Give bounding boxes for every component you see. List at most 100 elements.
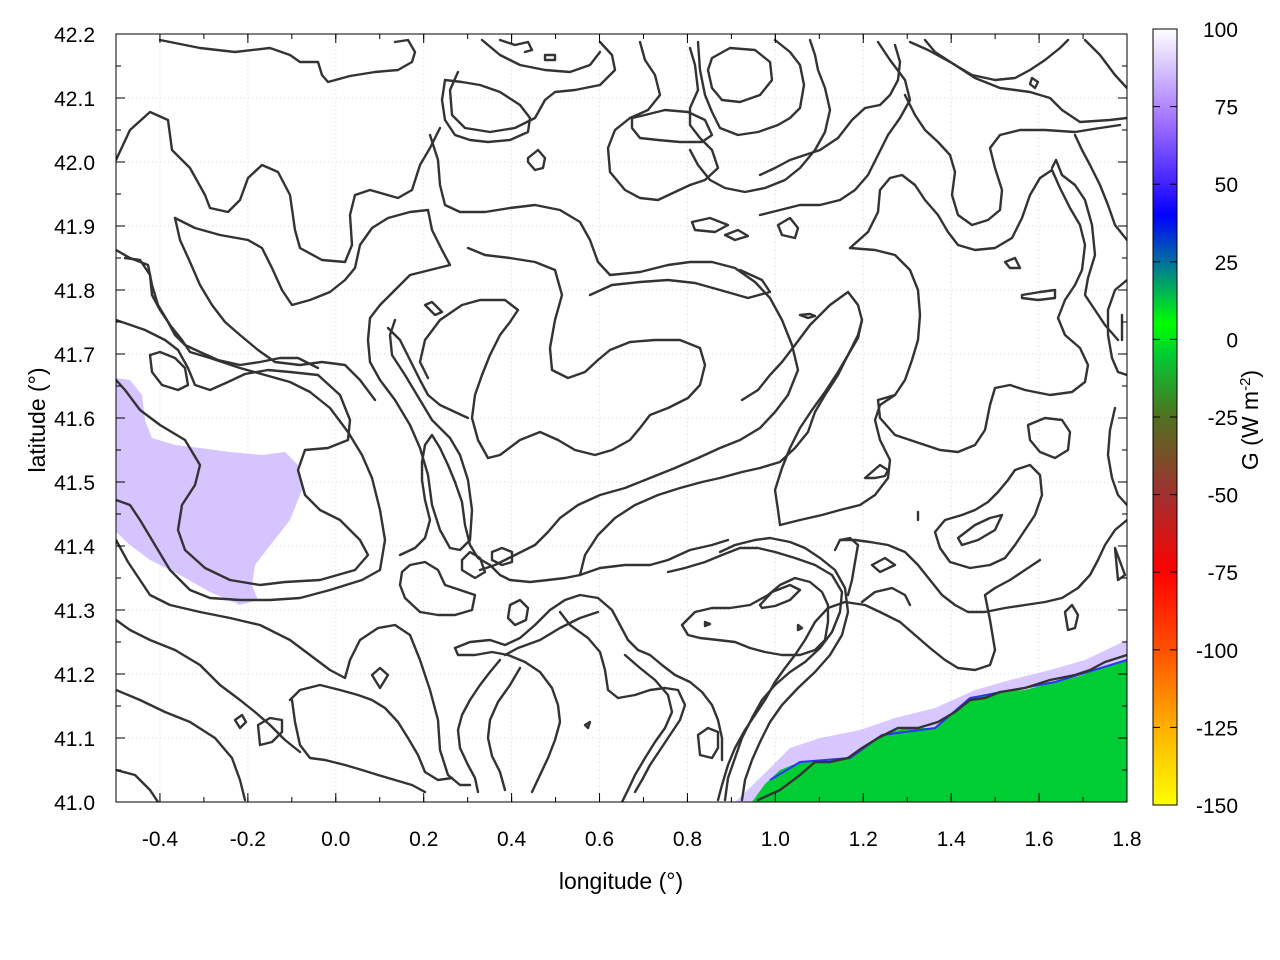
y-tick-label: 41.7 (54, 344, 95, 367)
colorbar-tick-label: 25 (1215, 252, 1238, 275)
colorbar-tick-label: 50 (1215, 174, 1238, 197)
colorbar-tick-label: -50 (1208, 485, 1238, 508)
contour-line (173, 208, 474, 552)
contour-line (173, 216, 377, 402)
contour-line (440, 78, 532, 144)
contour-line (526, 148, 547, 172)
contour-line (606, 40, 720, 202)
contour-line (703, 620, 712, 628)
contour-line (288, 683, 454, 782)
contour-line (680, 576, 830, 657)
contour-line (776, 216, 800, 240)
x-axis-label: longitude (°) (559, 868, 683, 894)
contour-line (1073, 133, 1127, 242)
contour-line (588, 268, 772, 300)
contour-line (756, 653, 1127, 802)
contour-line (778, 393, 897, 527)
colorbar-tick-label: 75 (1215, 97, 1238, 120)
x-tick-label: 1.8 (1112, 828, 1141, 851)
contour-line (630, 108, 714, 144)
contour-line (833, 536, 860, 597)
x-tick-label: 1.0 (761, 828, 790, 851)
contour-line (398, 560, 477, 617)
x-tick-labels: -0.4 -0.2 0.0 0.2 0.4 0.6 0.8 1.0 1.2 1.4 1.6 1.8 (142, 828, 1142, 851)
y-tick-label: 42.2 (54, 24, 95, 47)
contour-line (1113, 546, 1127, 582)
grid-lines (116, 33, 1128, 803)
colorbar-label: G (W m-2) (1237, 370, 1263, 470)
x-tick-label: 0.8 (673, 828, 702, 851)
colorbar-label-sup: -2 (1237, 378, 1254, 391)
colorbar-tick-label: -125 (1196, 717, 1238, 740)
contour-line (666, 546, 844, 802)
x-tick-label: 0.6 (585, 828, 614, 851)
contour-line (116, 318, 370, 587)
x-tick-label: 1.4 (937, 828, 967, 851)
tick-marks (115, 33, 1128, 803)
contour-line (1063, 603, 1080, 632)
contour-line (758, 40, 912, 217)
contour-line (116, 538, 472, 787)
sea-edge-blue (769, 659, 1127, 781)
x-tick-label: 1.2 (849, 828, 878, 851)
contour-line (798, 312, 817, 320)
contour-line (690, 216, 730, 234)
contour-line (256, 716, 284, 747)
contour-line (148, 350, 190, 392)
contour-line (1106, 278, 1127, 377)
contour-line (506, 598, 530, 627)
contour-line (123, 256, 320, 370)
contour-line (453, 646, 562, 794)
colorbar-tick-label: 100 (1203, 19, 1238, 42)
contour-line (578, 538, 730, 577)
field-inland-lavender (116, 378, 302, 605)
contour-line (696, 38, 806, 137)
contour-line (290, 698, 427, 794)
y-tick-label: 41.4 (54, 536, 95, 559)
contour-line (578, 318, 864, 577)
colorbar-tick-label: 0 (1226, 329, 1238, 352)
contour-line (796, 623, 804, 632)
contour-line (233, 713, 248, 730)
contour-line (116, 110, 442, 264)
x-tick-label: 0.2 (409, 828, 438, 851)
contour-line (758, 43, 902, 177)
contour-line (583, 720, 592, 730)
heatmap-fields (116, 378, 1127, 802)
contour-line (1026, 416, 1072, 460)
contour-line (706, 46, 774, 104)
x-tick-label: 0.0 (321, 828, 350, 851)
y-tick-label: 42.0 (54, 152, 95, 175)
plot-frame (115, 33, 1128, 803)
contour-line (718, 536, 850, 802)
colorbar-ticks (1153, 28, 1177, 806)
contour-line (1003, 256, 1022, 270)
contour-line (860, 586, 912, 607)
y-tick-label: 41.5 (54, 472, 95, 495)
y-tick-label: 41.8 (54, 280, 95, 303)
contour-line (923, 38, 1127, 124)
x-tick-label: 1.6 (1024, 828, 1053, 851)
contour-line (740, 290, 864, 527)
contour-line (870, 556, 897, 574)
y-tick-labels: 41.0 41.1 41.2 41.3 41.4 41.5 41.6 41.7 41.8 41.9… (54, 24, 95, 815)
contour-line (418, 246, 707, 460)
contour-line (863, 463, 890, 480)
contour-line (503, 610, 600, 657)
colorbar-label-end: ) (1237, 370, 1263, 378)
contour-line (1050, 158, 1064, 177)
y-tick-label: 41.0 (54, 792, 95, 815)
contour-line (370, 666, 390, 690)
x-tick-label: -0.4 (142, 828, 179, 851)
contour-line (688, 38, 832, 194)
colorbar-tick-label: -75 (1208, 562, 1238, 585)
field-sea (752, 660, 1127, 802)
y-tick-label: 41.6 (54, 408, 95, 431)
contour-line (838, 518, 1127, 614)
y-tick-label: 41.9 (54, 216, 95, 239)
y-tick-label: 41.3 (54, 600, 95, 623)
contour-line (696, 726, 720, 760)
contour-line (1083, 38, 1127, 90)
contour-line (398, 433, 582, 584)
